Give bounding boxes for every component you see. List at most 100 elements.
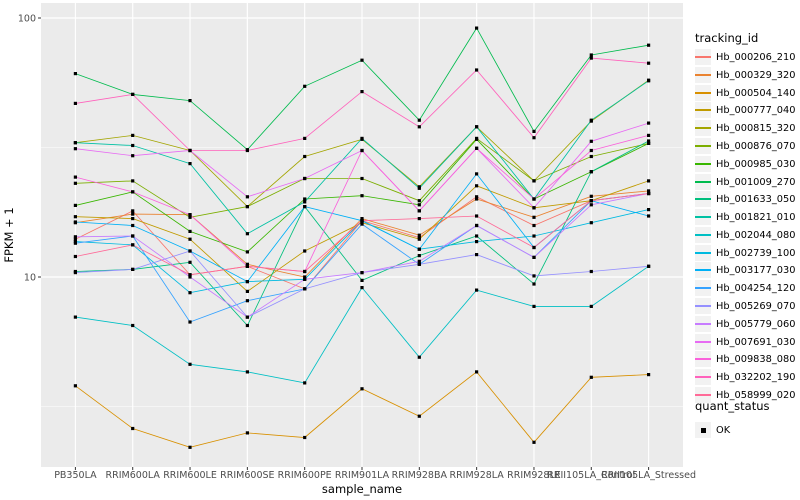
data-point	[188, 215, 192, 219]
data-point	[532, 129, 536, 133]
data-point	[417, 247, 421, 251]
legend-item-label: Hb_005269_070	[716, 301, 796, 313]
data-point	[131, 323, 135, 328]
data-point	[245, 323, 249, 328]
legend-key	[695, 351, 711, 368]
y-tick-label: 10	[24, 272, 36, 283]
data-point	[303, 84, 307, 88]
data-point	[360, 219, 364, 223]
legend-item-label: Hb_000777_040	[716, 105, 796, 117]
data-point	[475, 146, 479, 150]
data-point	[303, 381, 307, 385]
legend-key	[695, 333, 711, 350]
data-point	[589, 139, 593, 143]
data-point	[417, 414, 421, 418]
legend-key	[695, 120, 711, 137]
data-point	[245, 289, 249, 293]
data-point	[647, 214, 651, 218]
data-point	[73, 215, 77, 219]
legend-item-label: Hb_001821_010	[716, 212, 796, 224]
legend-item-label: Hb_004254_120	[716, 283, 796, 295]
legend-color-line-icon	[695, 305, 711, 308]
data-point	[131, 209, 135, 213]
data-point	[589, 56, 593, 60]
data-point	[303, 275, 307, 279]
data-point	[360, 271, 364, 275]
legend-color-line-icon	[695, 269, 711, 272]
legend-key	[695, 387, 711, 403]
x-tick-label: PB350LA	[54, 470, 97, 481]
legend-key	[695, 280, 711, 297]
data-point	[303, 277, 307, 281]
legend-key	[695, 209, 711, 226]
data-point	[303, 176, 307, 181]
data-point	[360, 90, 364, 94]
data-point	[245, 262, 249, 266]
legend-color-line-icon	[695, 376, 711, 379]
data-point	[589, 194, 593, 198]
x-tick-label: RRIM600LE	[163, 470, 217, 481]
data-point	[303, 136, 307, 140]
data-point	[647, 139, 651, 143]
legend-color-line-icon	[695, 233, 711, 236]
data-point	[131, 223, 135, 228]
x-tick-label: RRIM928LA	[449, 470, 504, 481]
legend-color-line-icon	[695, 144, 711, 147]
data-point	[417, 237, 421, 241]
data-point	[589, 221, 593, 225]
data-point	[647, 264, 651, 268]
data-point	[131, 243, 135, 247]
data-point	[188, 99, 192, 103]
data-point	[360, 217, 364, 221]
data-point	[73, 101, 77, 105]
data-point	[131, 212, 135, 216]
data-point	[303, 249, 307, 253]
data-point	[532, 282, 536, 286]
data-point	[475, 68, 479, 72]
data-point	[647, 179, 651, 183]
legend-item-label: Hb_032202_190	[716, 372, 796, 384]
data-point	[245, 148, 249, 153]
data-point	[131, 179, 135, 183]
data-point	[475, 172, 479, 176]
data-point	[475, 184, 479, 188]
legend-item-label: Hb_009838_080	[716, 354, 796, 366]
legend-color-line-icon	[695, 198, 711, 201]
legend-item-label: OK	[716, 425, 731, 436]
data-point	[303, 287, 307, 291]
data-point	[73, 254, 77, 259]
data-point	[73, 72, 77, 76]
legend-key	[695, 369, 711, 386]
data-point	[532, 255, 536, 259]
data-point	[303, 154, 307, 159]
data-point	[188, 249, 192, 253]
data-point	[475, 370, 479, 374]
data-point	[417, 355, 421, 359]
data-point	[188, 320, 192, 324]
data-point	[589, 170, 593, 174]
data-point	[532, 304, 536, 308]
legend-key	[695, 315, 711, 332]
data-point	[245, 280, 249, 284]
legend-color-line-icon	[695, 394, 711, 396]
data-point	[188, 260, 192, 264]
data-point	[245, 370, 249, 374]
legend-key	[695, 191, 711, 208]
data-point	[647, 208, 651, 212]
data-point	[303, 197, 307, 201]
data-point	[360, 148, 364, 153]
data-point	[647, 121, 651, 125]
legend-color-line-icon	[695, 56, 711, 58]
data-point	[417, 259, 421, 263]
data-point	[73, 147, 77, 151]
data-point	[475, 26, 479, 30]
legend-title-quant-status: quant_status	[695, 399, 770, 413]
legend-key	[695, 422, 711, 438]
data-point	[532, 234, 536, 238]
data-point	[589, 148, 593, 153]
data-point	[188, 362, 192, 366]
legend-item-label: Hb_003177_030	[716, 265, 796, 277]
data-point	[131, 143, 135, 148]
legend: tracking_id quant_status Hb_000206_210 Hb…	[695, 0, 799, 500]
